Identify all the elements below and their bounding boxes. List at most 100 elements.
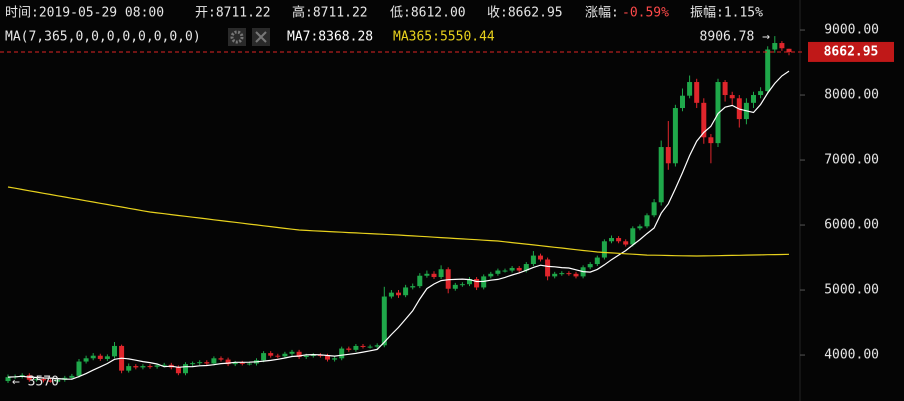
low-marker: ← 3570 [12, 375, 59, 390]
candle-body [431, 273, 437, 278]
header: 时间:2019-05-29 08:00 开:8711.22 高:8711.22 … [5, 5, 763, 46]
candle-body [701, 102, 707, 138]
candle-body [339, 348, 345, 359]
candle-body [204, 362, 210, 364]
candle-body [76, 361, 82, 376]
last-price-label: 8662.95 [824, 44, 879, 59]
candle-body [246, 363, 252, 365]
candle-body [239, 362, 245, 364]
candle-body [616, 238, 622, 242]
candle-body [190, 363, 196, 365]
candle-body [495, 270, 501, 274]
candle-body [594, 257, 600, 265]
time: 时间:2019-05-29 08:00 [5, 6, 164, 21]
y-tick-label: 5000.00 [824, 283, 879, 298]
candle-body [672, 108, 678, 164]
candle-body [445, 269, 451, 289]
candle-body [559, 273, 565, 275]
candle-body [147, 366, 153, 368]
candle-body [48, 380, 54, 382]
ma-line [7, 70, 790, 380]
high-marker: 8906.78 → [700, 30, 771, 45]
candle-body [516, 267, 522, 271]
candle-body [729, 95, 735, 99]
low-info: 低:8612.00 [390, 6, 466, 21]
candle-body [751, 95, 756, 103]
candle-body [296, 351, 302, 357]
ma365-info: MA365:5550.44 [393, 30, 495, 45]
candle-body [289, 351, 295, 354]
candle-body [502, 270, 508, 272]
gear-icon [230, 30, 244, 44]
candle-body [225, 359, 231, 365]
close-info: 收:8662.95 [487, 6, 563, 21]
candle-body [765, 49, 771, 92]
y-tick-label: 4000.00 [824, 348, 879, 363]
candle-body [97, 355, 103, 359]
ma-line [7, 186, 790, 257]
candle-body [112, 345, 117, 357]
candle-body [55, 379, 61, 382]
x-icon [255, 31, 267, 43]
candle-body [680, 95, 685, 109]
change-value: -0.59% [622, 6, 669, 21]
candle-body [41, 379, 46, 381]
candle-body [566, 273, 572, 275]
candle-body [388, 292, 394, 297]
candle-body [758, 91, 764, 96]
candle-body [232, 362, 238, 365]
candle-body [651, 202, 657, 216]
candle-body [509, 267, 515, 271]
y-tick-label: 7000.00 [824, 153, 879, 168]
candle-body [360, 345, 366, 347]
candle-body [268, 353, 274, 356]
close-button[interactable] [252, 28, 270, 46]
candle-body [5, 377, 11, 382]
candle-body [161, 364, 167, 366]
y-tick-label: 9000.00 [824, 23, 879, 38]
candle-body [687, 82, 693, 96]
candle-body [396, 292, 401, 296]
candle-body [452, 284, 458, 289]
candle-body [467, 278, 472, 285]
candle-body [353, 345, 359, 350]
candle-body [310, 355, 316, 357]
candle-body [708, 137, 714, 144]
candle-body [140, 366, 146, 368]
candle-body [601, 241, 607, 258]
candle-body [459, 284, 465, 286]
candle-body [658, 147, 664, 203]
candle-body [133, 366, 139, 368]
candle-body [367, 346, 373, 348]
candle-body [609, 238, 614, 242]
candle-body [90, 355, 96, 359]
open-info: 开:8711.22 [195, 6, 271, 21]
candle-body [530, 255, 536, 265]
candle-body [154, 365, 160, 367]
candle-body [417, 275, 423, 287]
candle-body [722, 82, 728, 96]
candle-body [303, 355, 309, 357]
candle-body [623, 241, 629, 245]
candle-body [573, 273, 579, 277]
candle-body [175, 367, 181, 374]
candle-body [488, 273, 494, 277]
candle-body [637, 226, 643, 229]
candle-body [69, 375, 75, 378]
candle-body [317, 355, 323, 357]
y-tick-label: 6000.00 [824, 218, 879, 233]
candle-body [346, 348, 352, 350]
ma-setting: MA(7,365,0,0,0,0,0,0,0,0) [5, 30, 201, 45]
candle-body [197, 362, 203, 364]
ma7-info: MA7:8368.28 [287, 30, 373, 45]
y-tick-label: 8000.00 [824, 88, 879, 103]
candle-body [438, 269, 444, 278]
candle-body [211, 358, 217, 364]
candle-body [665, 147, 671, 164]
settings-button[interactable] [228, 28, 246, 46]
candle-body [715, 82, 721, 144]
candle-body [410, 286, 416, 288]
candle-body [33, 379, 39, 381]
candle-body [183, 364, 188, 374]
